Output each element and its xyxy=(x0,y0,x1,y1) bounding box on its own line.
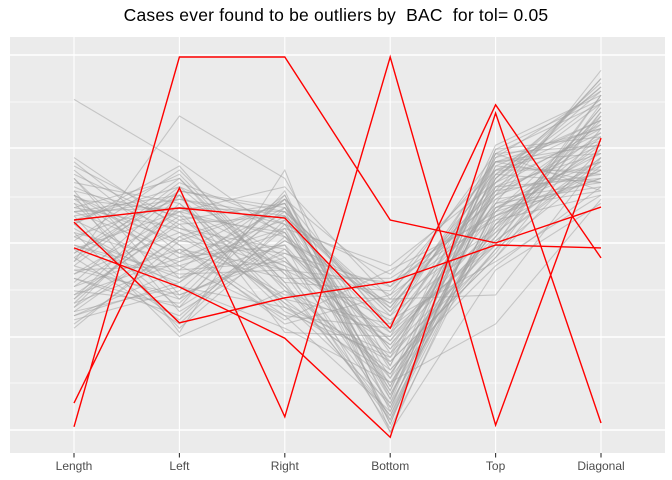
outlier-case-line xyxy=(73,103,602,330)
outlier-case-line xyxy=(73,54,602,428)
background-case-line xyxy=(73,157,602,300)
outlier-case-line xyxy=(73,221,602,324)
background-case-line xyxy=(73,198,602,383)
background-case-line xyxy=(73,107,602,304)
axis-label-top: Top xyxy=(486,459,506,473)
outlier-case-line xyxy=(73,56,602,427)
background-case-line xyxy=(73,161,602,334)
background-case-line xyxy=(73,165,602,413)
background-case-line xyxy=(73,103,602,388)
background-case-line xyxy=(73,103,602,417)
background-case-line xyxy=(73,127,602,313)
axis-label-left: Left xyxy=(169,459,190,473)
axis-label-diagonal: Diagonal xyxy=(577,459,624,473)
background-case-line xyxy=(73,169,602,417)
background-case-line xyxy=(73,128,602,409)
background-case-line xyxy=(73,90,602,325)
background-case-line xyxy=(73,94,602,367)
background-case-line xyxy=(73,111,602,379)
background-case-line xyxy=(73,152,602,308)
axis-label-right: Right xyxy=(271,459,300,473)
outlier-case-line xyxy=(73,110,602,439)
background-case-line xyxy=(73,168,602,434)
background-case-line xyxy=(73,82,602,334)
background-case-line xyxy=(73,157,602,359)
chart-title: Cases ever found to be outliers by BAC f… xyxy=(123,5,549,25)
background-case-line xyxy=(73,153,602,313)
background-case-line xyxy=(73,111,602,354)
background-case-line xyxy=(73,157,602,317)
background-case-line xyxy=(73,69,602,342)
background-case-line xyxy=(73,177,602,321)
background-case-line xyxy=(73,119,602,375)
background-case-line xyxy=(73,127,602,405)
plot-panel xyxy=(10,37,665,453)
axis-label-length: Length xyxy=(56,459,93,473)
axis-label-bottom: Bottom xyxy=(371,459,409,473)
